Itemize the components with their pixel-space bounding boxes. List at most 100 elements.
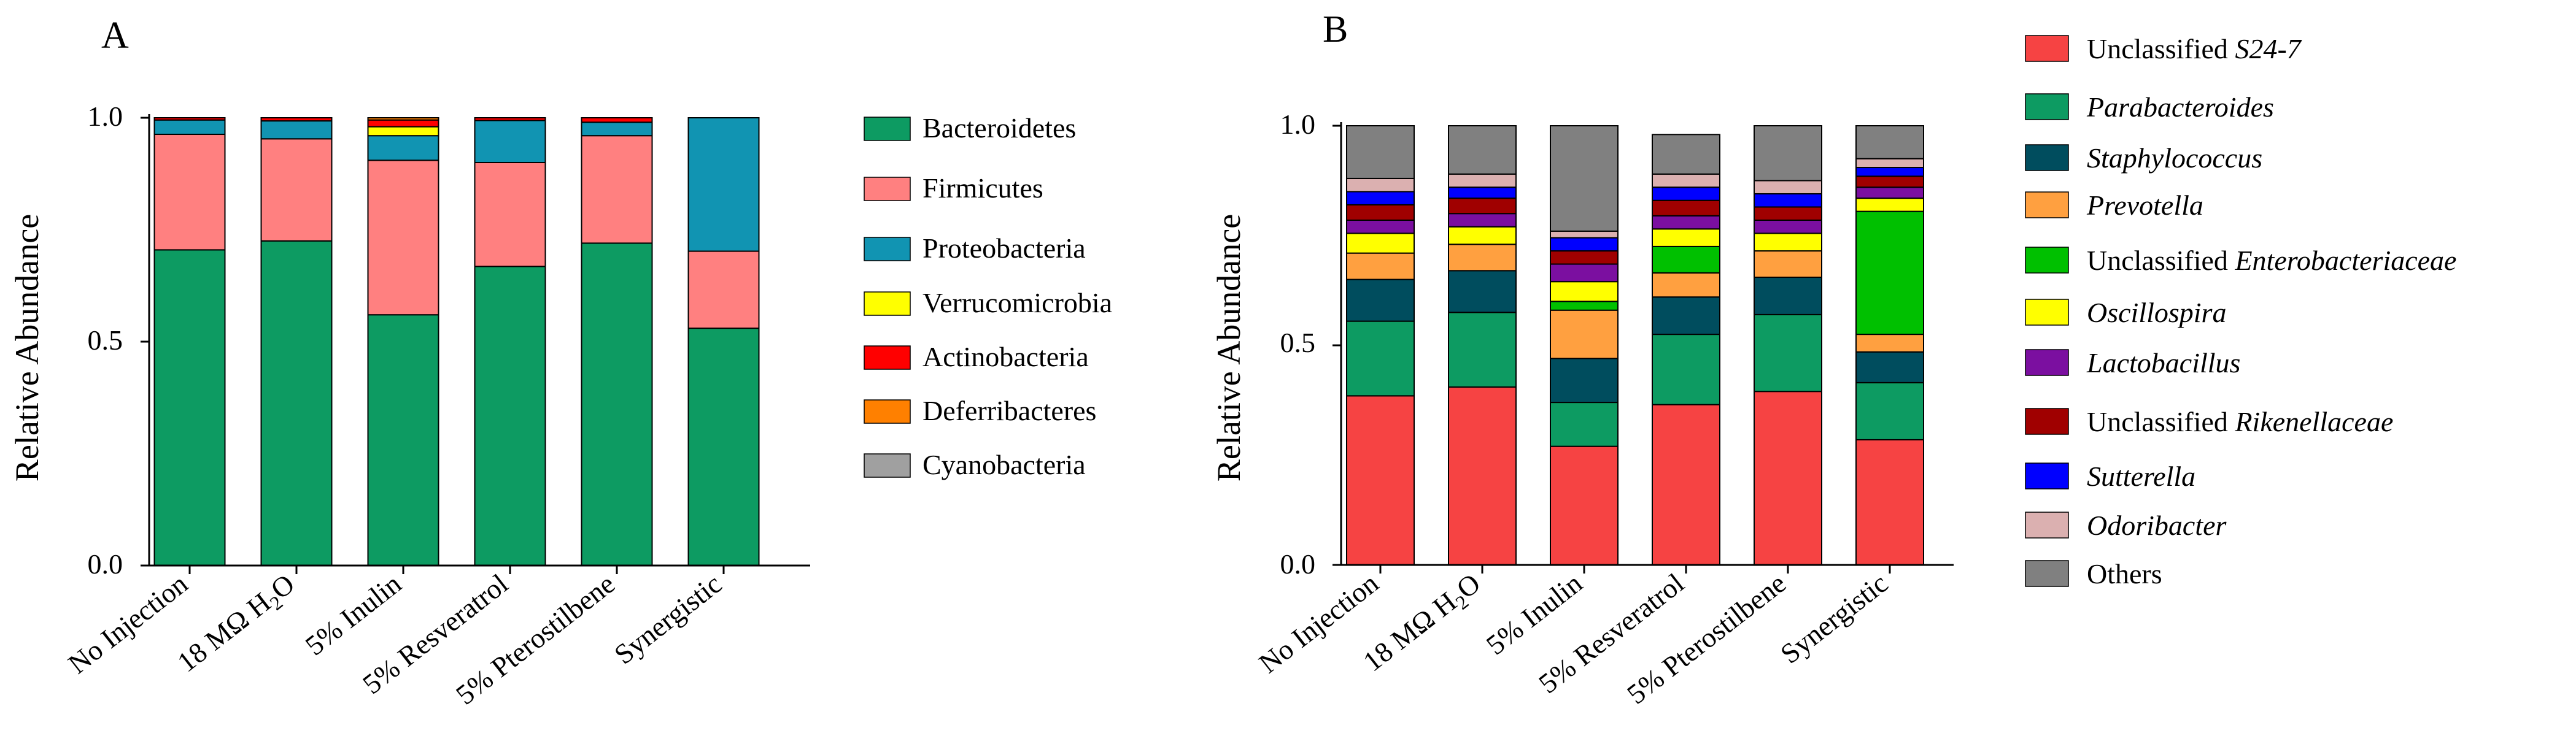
- panel-a-bar-segment: [260, 117, 333, 122]
- panel-b-bar-segment: [1754, 232, 1822, 252]
- panel-b-bar-segment: [1754, 313, 1822, 393]
- panel-a-legend-label: Deferribacteres: [922, 395, 1096, 426]
- panel-b-bar-segment: [1550, 250, 1619, 265]
- panel-a-bars: [153, 117, 760, 567]
- panel-b-bar-segment: [1448, 226, 1517, 245]
- panel-a-y-tick-label: 0.0: [88, 548, 123, 580]
- panel-a-y-axis-label: Relative Abundance: [9, 214, 45, 482]
- panel-b-bar-segment: [1855, 198, 1924, 212]
- panel-b-bar-segment: [1754, 250, 1822, 278]
- panel-b-legend-swatch: [2025, 560, 2069, 587]
- panel-b-legend-label: Oscillospira: [2087, 297, 2226, 328]
- panel-b-bar-segment: [1346, 252, 1415, 280]
- panel-b-legend-label: Unclassified S24-7: [2087, 33, 2302, 64]
- panel-a-legend-label: Proteobacteria: [922, 232, 1086, 264]
- panel-b-x-tick-label: Synergistic: [1774, 567, 1893, 670]
- panel-a-legend-label: Firmicutes: [922, 172, 1043, 204]
- panel-b-legend-swatch: [2025, 299, 2069, 326]
- panel-b-y-tick-label: 0.5: [1280, 327, 1316, 358]
- panel-b-legend-label: Parabacteroides: [2086, 91, 2274, 123]
- panel-a-bar-segment: [153, 249, 226, 567]
- panel-a-legend: Bacteroidetes Firmicutes Proteobacteria Ver…: [864, 112, 1112, 480]
- panel-b-bar-segment: [1754, 277, 1822, 315]
- panel-a-y-tick-labels: 0.0 0.5 1.0: [88, 101, 123, 580]
- panel-a-legend-swatch: [864, 237, 911, 261]
- panel-b-bar-segment: [1855, 175, 1924, 188]
- panel-a-bar-segment: [581, 121, 653, 137]
- panel-b-legend-label: Staphylococcus: [2087, 142, 2262, 174]
- panel-b-bar-segment: [1855, 351, 1924, 383]
- panel-b-y-axis-label: Relative Abundance: [1210, 214, 1247, 482]
- panel-b-bar-segment: [1855, 334, 1924, 353]
- panel-a-y-tick-label: 1.0: [88, 101, 123, 132]
- panel-a-bar-segment: [367, 314, 439, 566]
- panel-b-bar-segment: [1652, 199, 1720, 217]
- panel-a-bar-segment: [153, 134, 226, 251]
- panel-b-bar-segment: [1550, 281, 1619, 302]
- panel-a-bar-segment: [260, 240, 333, 566]
- panel-b-legend-swatch: [2025, 408, 2069, 435]
- panel-b-bar-segment: [1652, 296, 1720, 336]
- panel-b-bar-segment: [1754, 193, 1822, 208]
- panel-b-bar-segment: [1550, 301, 1619, 311]
- panel-b-bar-segment: [1448, 186, 1517, 199]
- panel-a-bar-segment: [474, 162, 546, 267]
- panel-b-legend-label: Odoribacter: [2087, 510, 2227, 541]
- panel-b-bar-segment: [1855, 439, 1924, 566]
- panel-b-bar-segment: [1550, 237, 1619, 252]
- panel-b-bar-segment: [1346, 232, 1415, 254]
- panel-b-y-tick-label: 0.0: [1280, 548, 1316, 580]
- panel-b-bar-segment: [1652, 186, 1720, 201]
- panel-a-bar-segment: [367, 159, 439, 316]
- panel-a-x-tick-label: 5% Inulin: [300, 568, 407, 662]
- panel-b-bar-segment: [1855, 158, 1924, 169]
- panel-b-bar-segment: [1652, 272, 1720, 298]
- panel-a-legend-swatch: [864, 399, 911, 424]
- panel-a-legend-swatch: [864, 453, 911, 478]
- panel-b-bar-segment: [1346, 395, 1415, 566]
- panel-b-bar-segment: [1855, 210, 1924, 336]
- panel-a-bar-segment: [474, 266, 546, 566]
- panel-a-legend-label: Bacteroidetes: [922, 112, 1076, 144]
- panel-a-bar-segment: [581, 117, 653, 123]
- panel-b-bar-segment: [1346, 125, 1415, 179]
- panel-a-bar-segment: [260, 120, 333, 140]
- panel-b-legend: Unclassified S24-7 Parabacteroides Staphyl…: [2025, 33, 2456, 589]
- panel-b-bar-segment: [1855, 186, 1924, 199]
- panel-a-bar-segment: [153, 117, 226, 121]
- panel-b-legend-label: Unclassified Rikenellaceae: [2087, 406, 2393, 437]
- panel-b-bar-segment: [1550, 402, 1619, 447]
- panel-b-legend-swatch: [2025, 191, 2069, 218]
- panel-b-legend-swatch: [2025, 512, 2069, 539]
- panel-b-legend-swatch: [2025, 247, 2069, 274]
- panel-b-bar-segment: [1652, 173, 1720, 188]
- panel-b-bar-segment: [1448, 125, 1517, 175]
- panel-b-y-tick-label: 1.0: [1280, 109, 1316, 140]
- panel-b-legend-swatch: [2025, 349, 2069, 376]
- panel-a-legend-label: Cyanobacteria: [922, 449, 1086, 480]
- panel-b-bar-segment: [1550, 125, 1619, 232]
- panel-a-axes: [141, 114, 810, 574]
- panel-b-axes: [1332, 122, 1954, 574]
- panel-b-bars: [1346, 125, 1924, 566]
- panel-a-bar-segment: [581, 135, 653, 244]
- panel-a-legend-label: Verrucomicrobia: [922, 287, 1112, 318]
- panel-b-bar-segment: [1448, 213, 1517, 228]
- panel-b-bar-segment: [1448, 198, 1517, 215]
- panel-b-bar-segment: [1754, 180, 1822, 194]
- panel-a-chart: A Relative Abundance 0.0 0.5 1.0 No Inje…: [9, 15, 1112, 711]
- panel-b-bar-segment: [1346, 204, 1415, 221]
- panel-b-bar-segment: [1550, 263, 1619, 283]
- panel-b-bar-segment: [1550, 309, 1619, 359]
- panel-a-bar-segment: [367, 135, 439, 161]
- panel-b-bar-segment: [1652, 245, 1720, 274]
- panel-b-legend-swatch: [2025, 144, 2069, 171]
- panel-b-label: B: [1323, 9, 1348, 50]
- panel-a-legend-label: Actinobacteria: [922, 341, 1089, 372]
- panel-b-bar-segment: [1550, 230, 1619, 239]
- panel-a-bar-segment: [153, 119, 226, 136]
- panel-b-bar-segment: [1652, 404, 1720, 566]
